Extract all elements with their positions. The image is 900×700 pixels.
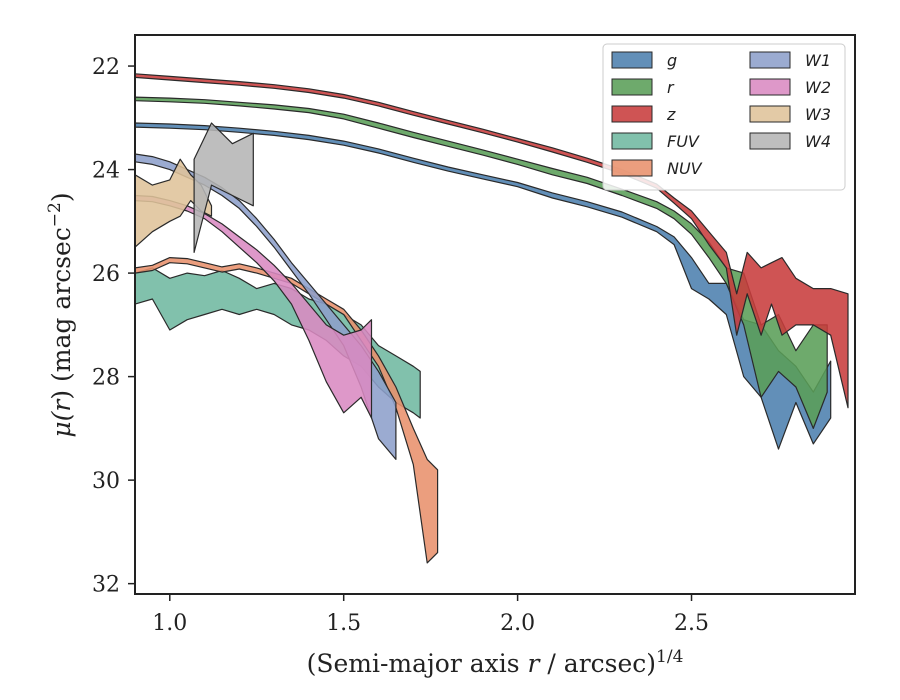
- legend-label-w2: W2: [805, 78, 831, 97]
- legend-label-w1: W1: [805, 51, 831, 70]
- legend-swatch-w1: [749, 51, 791, 69]
- x-tick-label: 1.5: [326, 611, 361, 636]
- legend: grz FUV NUV W1 W2 W3 W4: [602, 43, 846, 191]
- ticks-layer: 1.0 1.5 2.0 2.5 22 24 26 28 30 32: [92, 55, 709, 636]
- legend-label-fuv: FUV: [667, 132, 700, 151]
- plot-frame: [134, 34, 856, 595]
- legend-swatch-z: [611, 105, 653, 123]
- x-tick-label: 1.0: [152, 611, 187, 636]
- y-tick-label: 22: [92, 55, 120, 80]
- legend-label-w3: W3: [805, 105, 831, 124]
- legend-swatch-r: [611, 78, 653, 96]
- series-band-fuv: [135, 267, 421, 419]
- y-tick-label: 30: [92, 469, 120, 494]
- legend-label-nuv: NUV: [667, 159, 703, 178]
- series-band-g: [135, 122, 832, 450]
- x-tick-label: 2.0: [500, 611, 535, 636]
- x-axis-title: (Semi-major axis r / arcsec)1/4: [307, 647, 684, 678]
- series-band-w2: [135, 194, 373, 419]
- legend-label-z: z: [666, 105, 676, 124]
- series-band-z: [135, 73, 849, 409]
- legend-swatch-g: [611, 51, 653, 69]
- legend-swatch-w2: [749, 78, 791, 96]
- legend-swatch-fuv: [611, 132, 653, 150]
- series-band-w3: [135, 158, 213, 248]
- legend-swatch-w3: [749, 105, 791, 123]
- y-tick-label: 24: [92, 159, 120, 184]
- y-tick-label: 26: [92, 262, 120, 287]
- x-tick-label: 2.5: [674, 611, 709, 636]
- series-layer: [135, 73, 849, 564]
- y-tick-label: 32: [92, 573, 120, 598]
- legend-items: grz FUV NUV W1 W2 W3 W4: [611, 51, 831, 178]
- legend-label-w4: W4: [805, 132, 831, 151]
- y-axis-title: μ(r) (mag arcsec−2): [45, 192, 76, 437]
- legend-label-r: r: [667, 78, 675, 97]
- series-band-w4: [193, 122, 254, 253]
- series-band-r: [135, 96, 828, 429]
- legend-swatch-nuv: [611, 159, 653, 177]
- y-tick-label: 28: [92, 366, 120, 391]
- legend-label-g: g: [667, 51, 677, 70]
- legend-swatch-w4: [749, 132, 791, 150]
